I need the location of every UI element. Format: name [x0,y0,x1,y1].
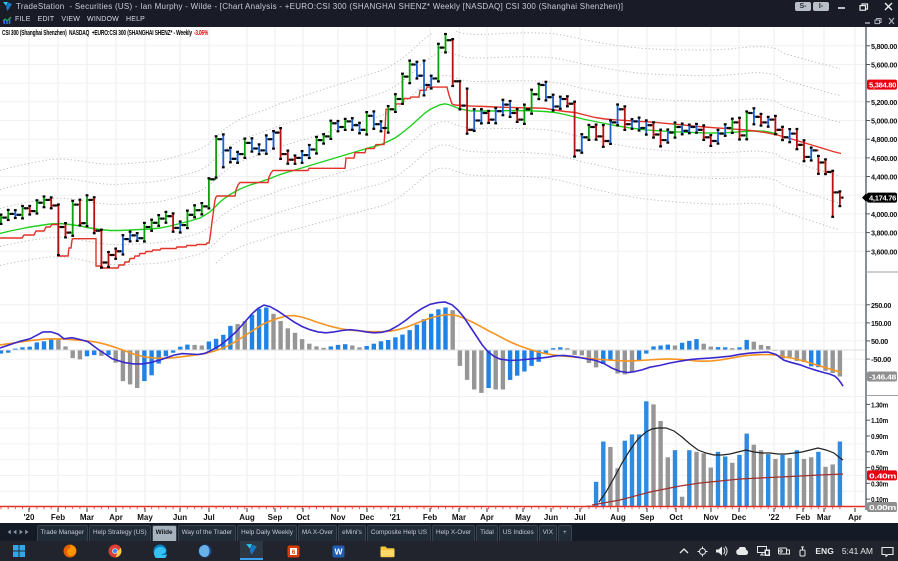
svg-text:6: 6 [292,550,296,556]
svg-text:150.00: 150.00 [871,319,891,328]
svg-text:Dec: Dec [732,513,747,522]
svg-text:Nov: Nov [330,513,346,522]
svg-text:-146.48: -146.48 [869,373,896,382]
svg-text:50.00: 50.00 [871,337,888,346]
svg-text:Jun: Jun [544,513,558,522]
svg-text:Aug: Aug [610,513,626,522]
svg-text:5,600.00: 5,600.00 [871,61,897,70]
svg-text:Aug: Aug [239,513,255,522]
svg-text:Sep: Sep [268,513,283,522]
svg-text:3,600.00: 3,600.00 [871,247,897,256]
svg-text:Mar: Mar [452,513,466,522]
svg-text:Mar: Mar [817,513,831,522]
svg-text:-50.00: -50.00 [871,355,891,364]
svg-text:5,800.00: 5,800.00 [871,42,897,51]
svg-text:4,400.00: 4,400.00 [871,173,897,182]
svg-text:Feb: Feb [796,513,810,522]
svg-text:'22: '22 [769,513,780,522]
svg-text:W: W [334,547,343,557]
svg-text:Apr: Apr [480,513,494,522]
svg-text:3,800.00: 3,800.00 [871,229,897,238]
svg-text:Apr: Apr [109,513,123,522]
svg-text:'20: '20 [24,513,35,522]
svg-text:5,000.00: 5,000.00 [871,117,897,126]
svg-text:Oct: Oct [669,513,683,522]
svg-text:Apr: Apr [848,513,862,522]
svg-text:5,384.80: 5,384.80 [869,81,896,90]
svg-text:1.10m: 1.10m [871,416,889,425]
svg-text:0.50m: 0.50m [871,464,889,473]
svg-text:Nov: Nov [703,513,719,522]
svg-text:Jul: Jul [574,513,586,522]
svg-text:0.40m: 0.40m [869,471,897,480]
svg-text:0.00m: 0.00m [869,503,897,512]
svg-text:0.90m: 0.90m [871,432,889,441]
svg-text:May: May [137,513,153,522]
svg-text:4,800.00: 4,800.00 [871,135,897,144]
svg-text:Feb: Feb [423,513,437,522]
svg-text:May: May [515,513,531,522]
svg-text:CSI 300 (Shanghai Shenzhen) N: CSI 300 (Shanghai Shenzhen) NASDAQ +EURO… [2,28,193,37]
svg-text:1.30m: 1.30m [871,400,889,409]
svg-text:5,200.00: 5,200.00 [871,98,897,107]
svg-text:Sep: Sep [640,513,655,522]
svg-text:Feb: Feb [51,513,65,522]
svg-text:0.70m: 0.70m [871,448,889,457]
svg-text:Jun: Jun [173,513,187,522]
svg-text:Mar: Mar [80,513,94,522]
svg-text:0.30m: 0.30m [871,479,889,488]
svg-text:'21: '21 [390,513,401,522]
svg-text:Jul: Jul [203,513,215,522]
svg-text:4,174.76: 4,174.76 [869,194,896,203]
svg-text:-3.06%: -3.06% [194,28,208,37]
svg-text:4,600.00: 4,600.00 [871,154,897,163]
svg-text:Dec: Dec [360,513,375,522]
svg-text:250.00: 250.00 [871,301,891,310]
svg-text:4,000.00: 4,000.00 [871,210,897,219]
svg-text:0.10m: 0.10m [871,495,889,504]
svg-text:Oct: Oct [296,513,310,522]
